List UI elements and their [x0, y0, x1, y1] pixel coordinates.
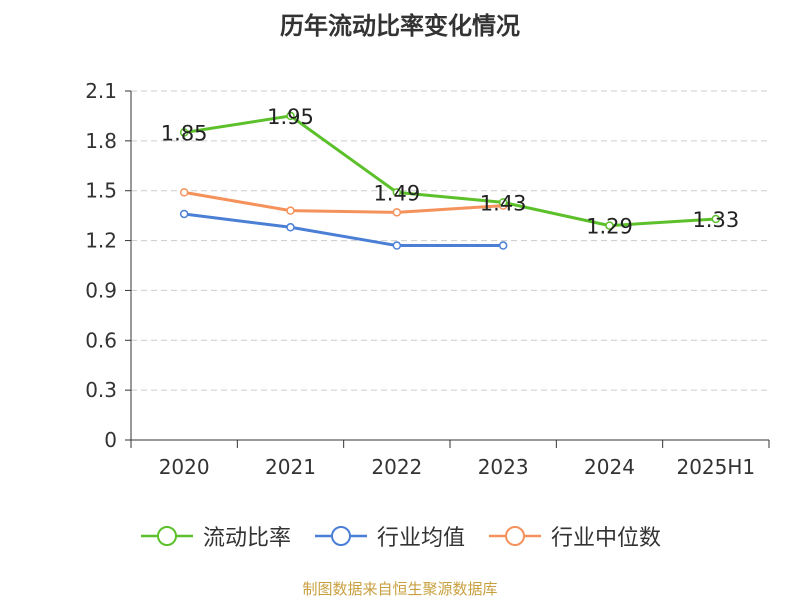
x-tick-label: 2021	[265, 455, 316, 479]
data-label: 1.33	[692, 208, 739, 232]
data-point	[392, 188, 402, 197]
legend-label: 流动比率	[202, 526, 291, 551]
legend-item-2[interactable]: 行业均值	[313, 520, 465, 552]
legend-item-3[interactable]: 行业中位数	[487, 520, 661, 552]
x-tick-label: 2023	[478, 455, 529, 479]
legend-marker	[156, 526, 177, 546]
data-label: 1.49	[373, 181, 420, 205]
data-label: 1.95	[267, 105, 314, 129]
y-tick-label: 1.8	[85, 129, 117, 153]
y-tick-label: 0.9	[85, 278, 117, 302]
data-point	[286, 223, 295, 232]
x-tick-label: 2025H1	[676, 455, 755, 479]
source-note: 制图数据来自恒生聚源数据库	[302, 580, 498, 598]
data-point	[605, 221, 614, 230]
data-point	[286, 206, 295, 215]
data-point	[392, 208, 402, 217]
data-label: 1.85	[161, 122, 208, 146]
y-tick-label: 0.6	[85, 328, 117, 352]
data-label: 1.29	[586, 215, 633, 239]
legend: 流动比率 行业均值 行业中位数	[0, 520, 800, 552]
data-label: 1.43	[480, 191, 527, 215]
x-tick-label: 2020	[159, 455, 210, 479]
y-tick-label: 2.1	[85, 79, 117, 103]
legend-label: 行业均值	[376, 526, 465, 551]
data-point	[498, 198, 508, 207]
y-tick-label: 0.3	[85, 378, 117, 402]
data-point	[179, 188, 189, 197]
legend-label: 行业中位数	[551, 526, 662, 551]
chart-title: 历年流动比率变化情况	[280, 12, 520, 40]
legend-swatch	[314, 526, 367, 546]
data-point	[711, 214, 721, 224]
data-point	[179, 209, 189, 219]
x-tick-label: 2024	[584, 455, 635, 479]
series-line-3	[183, 190, 504, 214]
legend-swatch	[489, 526, 541, 546]
data-point	[286, 111, 295, 121]
y-tick-label: 0	[104, 428, 117, 452]
legend-item-1[interactable]: 流动比率	[139, 520, 291, 552]
data-point	[498, 241, 508, 250]
y-tick-label: 1.5	[85, 179, 117, 203]
series-line-2	[183, 212, 504, 248]
series-line-1	[183, 114, 716, 228]
x-tick-label: 2022	[371, 455, 422, 479]
legend-marker	[505, 526, 525, 546]
y-tick-label: 1.2	[85, 229, 117, 253]
legend-swatch	[140, 526, 193, 546]
legend-marker	[330, 526, 351, 546]
data-point	[392, 241, 402, 250]
data-point	[179, 128, 189, 137]
